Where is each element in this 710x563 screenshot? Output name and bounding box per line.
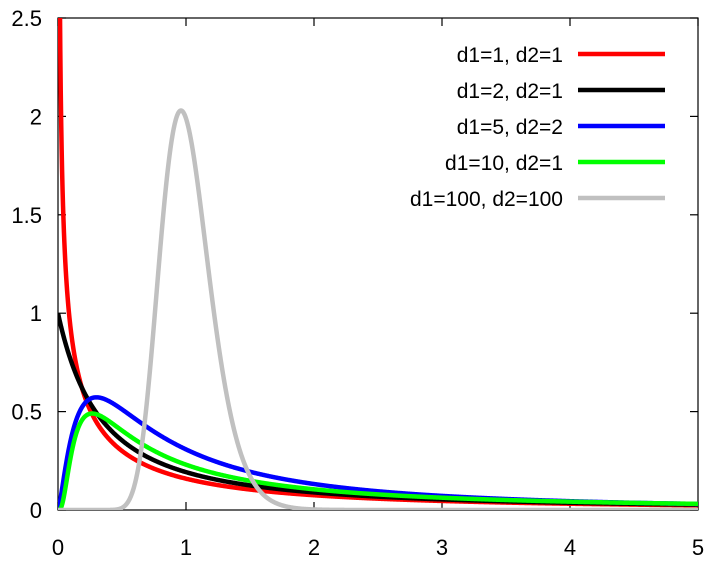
x-tick-label: 4 bbox=[564, 535, 576, 560]
legend-label: d1=100, d2=100 bbox=[410, 188, 563, 211]
series-line-3 bbox=[58, 411, 698, 510]
x-tick-label: 5 bbox=[692, 535, 704, 560]
series-line-4 bbox=[58, 108, 698, 510]
y-tick-label: 1 bbox=[30, 301, 42, 326]
x-tick-label: 1 bbox=[180, 535, 192, 560]
x-tick-label: 2 bbox=[308, 535, 320, 560]
series-curves bbox=[58, 18, 698, 510]
y-tick-label: 2.5 bbox=[11, 6, 42, 31]
y-tick-label: 0.5 bbox=[11, 400, 42, 425]
x-tick-label: 0 bbox=[52, 535, 64, 560]
tick-labels: 0 1 2 3 4 5 0 0.5 1 1.5 2 2.5 bbox=[11, 6, 704, 560]
y-tick-label: 0 bbox=[30, 498, 42, 523]
x-tick-label: 3 bbox=[436, 535, 448, 560]
y-tick-label: 1.5 bbox=[11, 203, 42, 228]
legend: d1=1, d2=1 d1=2, d2=1 d1=5, d2=2 d1=10, d2=… bbox=[410, 44, 665, 211]
legend-label: d1=5, d2=2 bbox=[457, 116, 563, 139]
y-tick-label: 2 bbox=[30, 104, 42, 129]
legend-label: d1=1, d2=1 bbox=[457, 44, 563, 67]
legend-label: d1=2, d2=1 bbox=[457, 80, 563, 103]
legend-label: d1=10, d2=1 bbox=[445, 152, 563, 175]
